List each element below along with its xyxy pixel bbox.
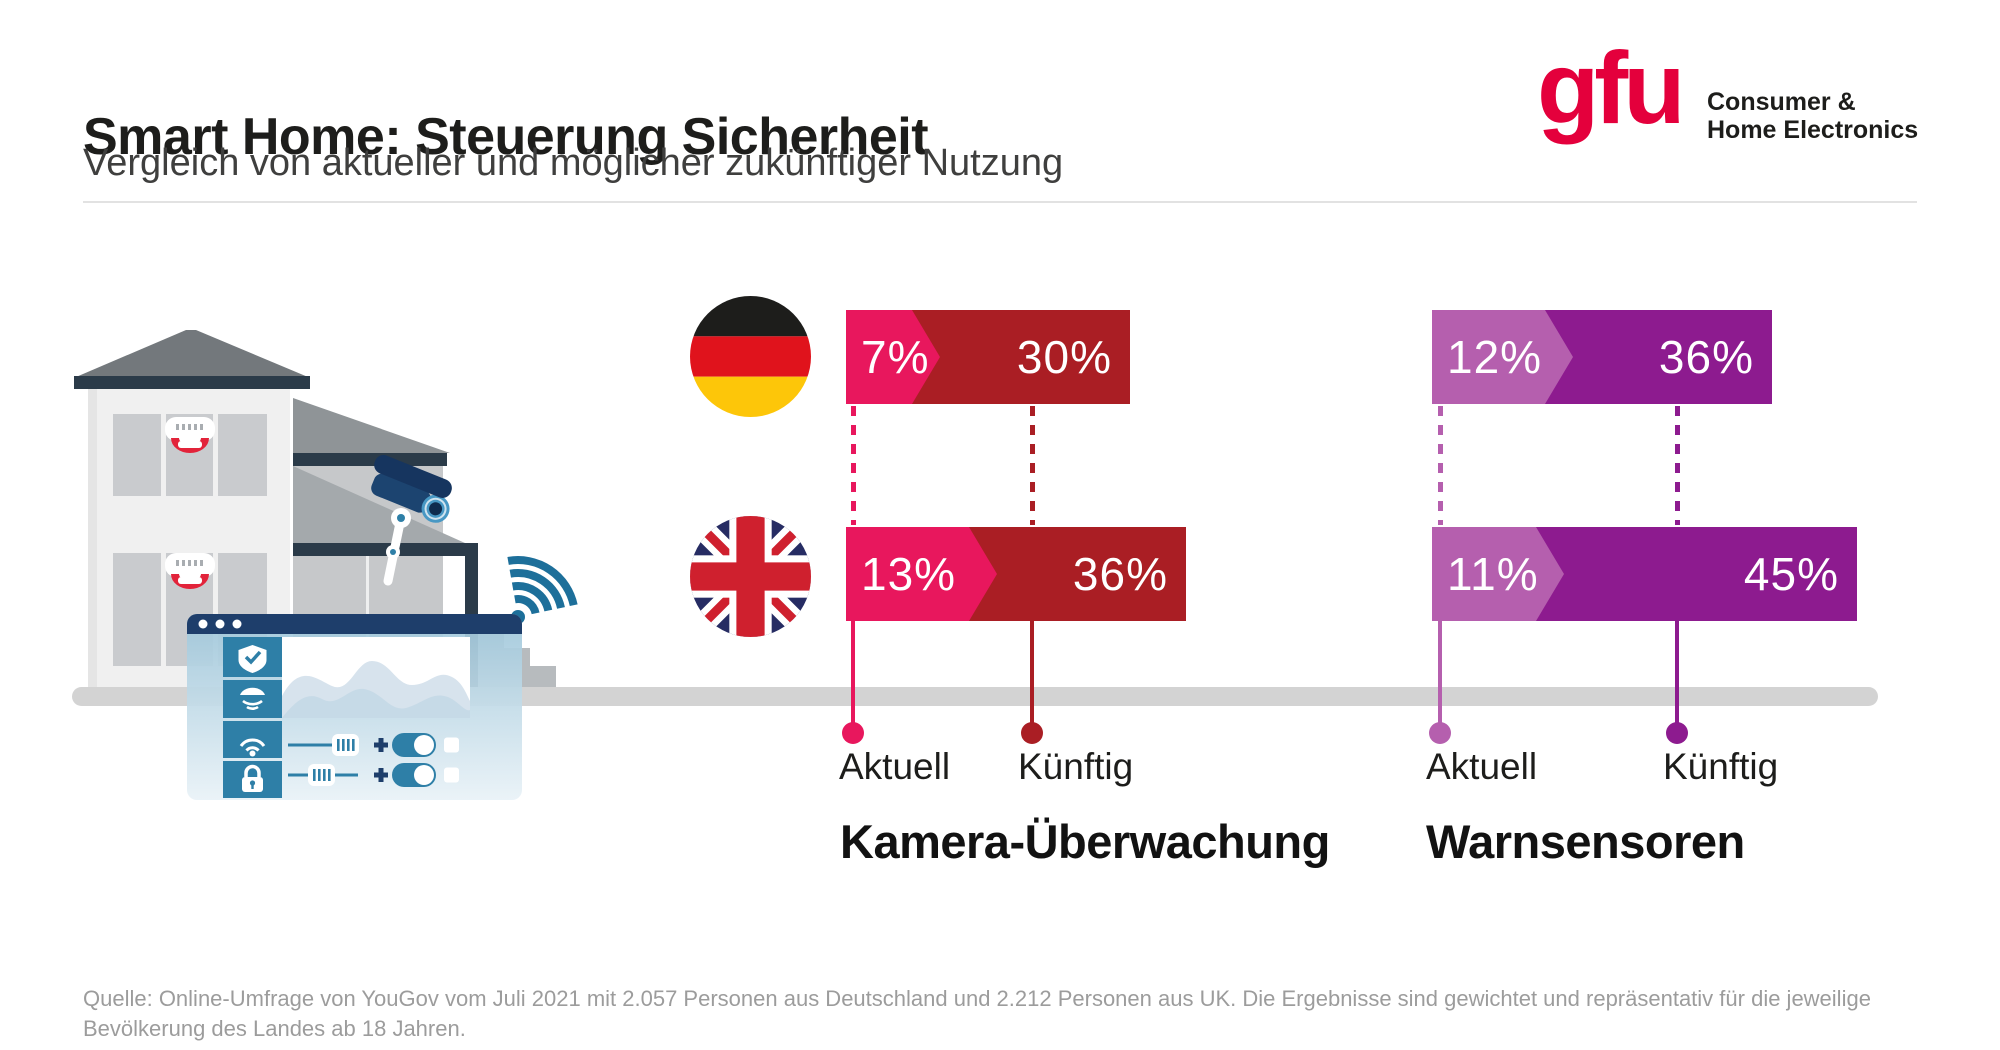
bar-value-aktuell: 7% — [861, 331, 930, 383]
gfu-logo-tagline: Consumer & Home Electronics — [1707, 88, 1919, 144]
marker-line-aktuell — [851, 620, 855, 728]
marker-dashed-kuenftig — [1030, 406, 1035, 525]
marker-dot-kuenftig — [1021, 722, 1043, 744]
marker-line-kuenftig — [1675, 620, 1679, 728]
gfu-logo: gfu Consumer & Home Electronics — [1537, 31, 1957, 162]
bar-value-kuenftig: 30% — [1016, 331, 1112, 383]
smart-home-illustration — [74, 330, 578, 800]
marker-dot-kuenftig — [1666, 722, 1688, 744]
window-dot — [215, 619, 225, 629]
bar-uk-aktuell — [1432, 527, 1564, 621]
marker-dot-aktuell — [842, 722, 864, 744]
bar-value-kuenftig: 45% — [1743, 548, 1839, 600]
axis-label-aktuell: Aktuell — [1426, 746, 1538, 787]
marker-dashed-kuenftig — [1675, 406, 1680, 525]
bar-value-kuenftig: 36% — [1072, 548, 1168, 600]
gfu-logo-text: gfu — [1537, 31, 1686, 145]
bar-value-kuenftig: 36% — [1658, 331, 1754, 383]
marker-dot-aktuell — [1429, 722, 1451, 744]
bar-de-kuenftig: 7% 30% — [846, 310, 1130, 404]
axis-label-kuenftig: Künftig — [1018, 746, 1134, 787]
header-divider — [83, 201, 1917, 203]
smoke-detector-icon — [165, 417, 215, 453]
bar-uk-kuenftig: 13% 36% — [846, 527, 1186, 621]
category-title: Warnsensoren — [1426, 815, 1745, 868]
smoke-detector-app-icon — [240, 687, 265, 710]
bar-value-aktuell: 11% — [1447, 548, 1539, 600]
shield-check-icon — [238, 645, 267, 673]
bar-uk-aktuell — [846, 527, 997, 621]
app-slider-row — [288, 733, 459, 757]
page-subtitle: Vergleich von aktueller und möglicher zu… — [83, 142, 1064, 184]
app-slider-row — [288, 763, 459, 787]
germany-flag — [690, 296, 811, 417]
window-dot — [232, 619, 242, 629]
bar-de-aktuell — [846, 310, 940, 404]
axis-label-aktuell: Aktuell — [839, 746, 951, 787]
window-dot — [198, 619, 208, 629]
marker-line-kuenftig — [1030, 620, 1034, 728]
source-note: Quelle: Online-Umfrage von YouGov vom Ju… — [83, 986, 1871, 1041]
siren-tile — [223, 680, 282, 718]
lock-icon — [242, 764, 263, 792]
bar-de-kuenftig: 12% 36% — [1432, 310, 1772, 404]
axis-label-kuenftig: Künftig — [1663, 746, 1779, 787]
marker-dashed-aktuell — [851, 406, 856, 525]
page-title: Smart Home: Steuerung Sicherheit — [83, 107, 929, 166]
bar-value-aktuell: 12% — [1447, 331, 1543, 383]
marker-dashed-aktuell — [1438, 406, 1443, 525]
uk-flag — [690, 516, 811, 637]
smoke-detector-icon — [165, 553, 215, 589]
bar-de-aktuell — [1432, 310, 1573, 404]
security-camera-icon — [371, 455, 452, 586]
wifi-app-icon — [239, 738, 266, 757]
wifi-signal-icon — [507, 556, 578, 624]
marker-line-aktuell — [1438, 620, 1442, 728]
ground-band — [72, 687, 1878, 706]
app-area-chart — [282, 661, 470, 718]
control-app-window — [187, 614, 522, 800]
bar-value-aktuell: 13% — [861, 548, 957, 600]
category-title: Kamera-Überwachung — [840, 815, 1330, 868]
bar-uk-kuenftig: 11% 45% — [1432, 527, 1857, 621]
